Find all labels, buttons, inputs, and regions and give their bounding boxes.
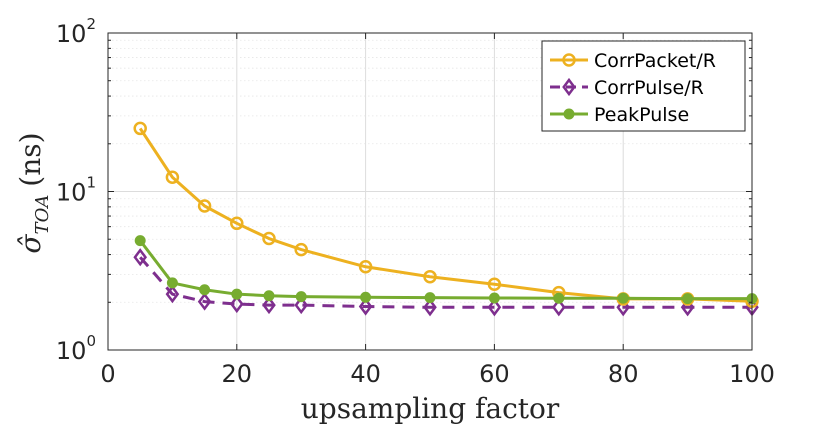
series-peakpulse (134, 235, 758, 305)
data-point (134, 235, 146, 247)
data-point (358, 260, 373, 274)
data-point (165, 285, 180, 304)
data-point (488, 292, 500, 304)
y-tick-label: 102 (56, 15, 96, 48)
x-axis-label: upsampling factor (301, 392, 560, 425)
x-tick-label: 40 (350, 360, 381, 388)
data-point (262, 296, 276, 315)
legend-entry: CorrPacket/R (550, 50, 716, 72)
series-corrpulse-r (133, 248, 759, 317)
legend-label: CorrPulse/R (594, 77, 704, 99)
data-point (165, 170, 180, 185)
data-point (229, 294, 244, 314)
x-tick-label: 100 (729, 360, 775, 388)
ticks: 0 20 40 60 80 100 100 101 102 (56, 15, 775, 388)
data-point (617, 292, 629, 304)
data-point (294, 242, 308, 257)
data-point (197, 199, 212, 213)
legend-label: CorrPacket/R (594, 50, 716, 72)
y-axis-label-symbol: σ̂ (14, 234, 47, 254)
x-tick-label: 80 (608, 360, 639, 388)
data-point (263, 290, 275, 302)
data-point (487, 298, 502, 317)
series-layer (133, 121, 759, 317)
legend-marker (562, 53, 576, 67)
data-point (358, 297, 373, 316)
y-tick-label: 101 (56, 174, 96, 207)
data-point (231, 288, 243, 300)
data-point (230, 216, 244, 231)
legend-entry: CorrPulse/R (550, 77, 704, 99)
y-tick-label: 100 (56, 332, 96, 365)
y-axis-label-units: (ns) (14, 132, 47, 186)
data-point (197, 292, 212, 311)
legend-label: PeakPulse (594, 104, 689, 126)
data-point (487, 277, 502, 291)
y-axis-label-subscript: TOA (32, 195, 53, 235)
data-point (680, 298, 695, 317)
data-point (423, 298, 437, 317)
data-point (423, 269, 437, 284)
data-point (294, 296, 309, 315)
data-point (360, 291, 372, 303)
data-point (424, 292, 436, 304)
x-tick-label: 0 (100, 360, 115, 388)
data-point (295, 291, 307, 303)
legend-entry: PeakPulse (550, 104, 689, 126)
series-line (139, 256, 752, 309)
data-point (166, 277, 178, 289)
legend-marker (562, 77, 576, 97)
data-point (616, 298, 631, 317)
data-point (199, 284, 211, 296)
data-point (262, 231, 276, 246)
data-point (551, 298, 566, 317)
legend: CorrPacket/R CorrPulse/R PeakPulse (541, 40, 746, 132)
x-tick-label: 20 (222, 360, 253, 388)
data-point (133, 121, 147, 136)
data-point (682, 293, 694, 305)
data-point (553, 292, 565, 304)
legend-marker (563, 108, 575, 120)
x-tick-label: 60 (479, 360, 510, 388)
y-axis-label: σ̂TOA (ns) (14, 132, 53, 253)
data-point (133, 248, 148, 267)
